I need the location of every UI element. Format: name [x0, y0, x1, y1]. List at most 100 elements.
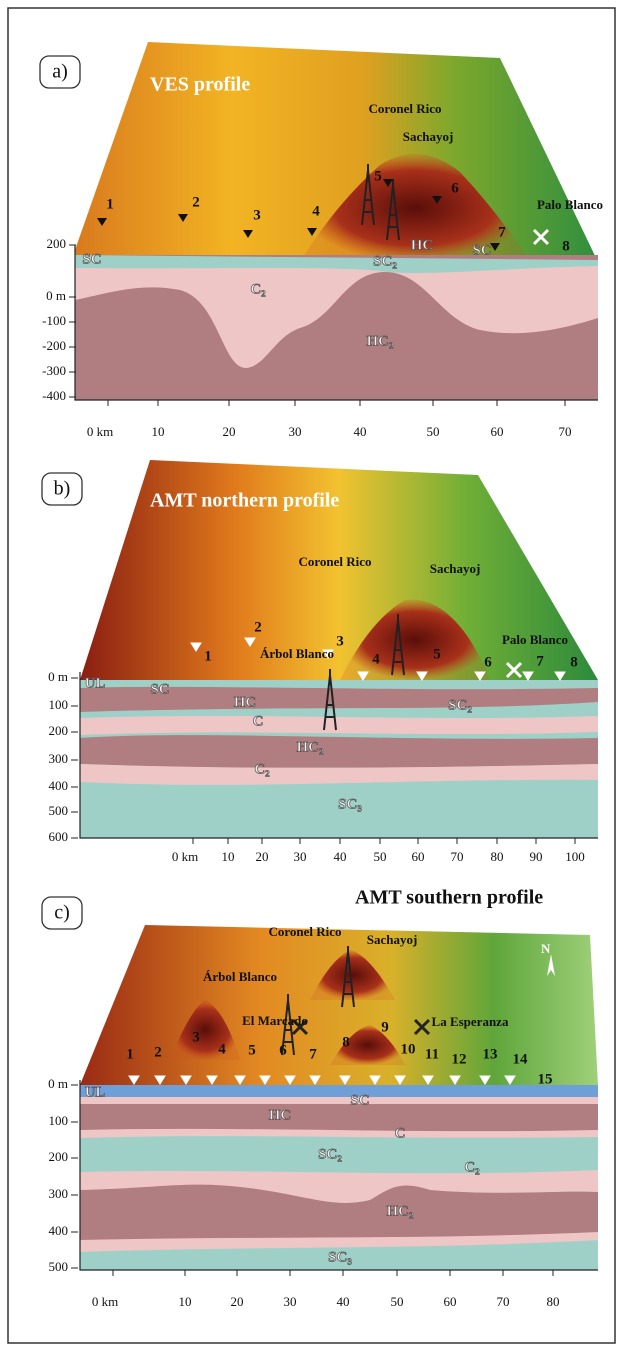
station-label: 14	[513, 1051, 529, 1067]
km-tick-label: 0 km	[172, 849, 198, 864]
station-label: 4	[218, 1041, 226, 1057]
place-name: Coronel Rico	[268, 924, 341, 939]
km-tick-label: 50	[391, 1294, 404, 1309]
station-label: 2	[192, 194, 200, 210]
place-name: Palo Blanco	[537, 197, 603, 212]
panel-title: VES profile	[150, 74, 250, 96]
station-label: 4	[372, 651, 380, 667]
place-name: Sachayoj	[430, 561, 481, 576]
km-tick-label: 50	[374, 849, 387, 864]
layer-label: C	[395, 1125, 406, 1141]
figure: a) VES profile N Coronel Rico Sachayoj Palo B…	[0, 0, 623, 1351]
depth-tick-label: -100	[42, 313, 66, 328]
station-label: 5	[248, 1042, 256, 1058]
km-tick-label: 80	[491, 849, 504, 864]
km-tick-label: 90	[530, 849, 543, 864]
station-label: 6	[451, 180, 459, 196]
layer-label: SC	[350, 1092, 369, 1108]
km-tick-label: 10	[152, 424, 165, 439]
station-label: 15	[538, 1071, 553, 1087]
km-tick-label: 20	[256, 849, 269, 864]
depth-tick-label: 200	[47, 236, 67, 251]
layer-label: HC	[234, 694, 257, 710]
km-tick-label: 50	[427, 424, 440, 439]
km-tick-label: 40	[354, 424, 367, 439]
layer-label: SC₃	[338, 796, 362, 812]
panel-label: c)	[54, 902, 70, 924]
km-tick-label: 60	[491, 424, 504, 439]
layer-label: UL	[85, 675, 106, 691]
station-label: 1	[204, 648, 212, 664]
km-tick-label: 80	[547, 1294, 560, 1309]
station-label: 11	[425, 1046, 439, 1062]
layer-label: SC	[82, 251, 101, 267]
km-tick-label: 30	[284, 1294, 297, 1309]
km-tick-label: 30	[294, 849, 307, 864]
layer-label: SC	[472, 242, 491, 258]
depth-tick-label: 400	[49, 1223, 69, 1238]
depth-tick-label: 500	[49, 803, 69, 818]
km-tick-label: 60	[412, 849, 425, 864]
layer-label: SC₂	[448, 697, 472, 713]
depth-tick-label: 200	[49, 1149, 69, 1164]
panel-title: AMT southern profile	[355, 887, 543, 909]
km-tick-label: 10	[222, 849, 235, 864]
place-name: Palo Blanco	[502, 632, 568, 647]
layer-label: UL	[85, 1084, 106, 1100]
station-label: 8	[562, 238, 570, 254]
layer-label: SC₃	[328, 1249, 352, 1265]
depth-tick-label: 200	[49, 723, 69, 738]
station-label: 7	[536, 653, 544, 669]
station-label: 7	[498, 224, 506, 240]
north-label: N	[541, 499, 551, 514]
km-tick-label: 60	[444, 1294, 457, 1309]
km-tick-label: 30	[289, 424, 302, 439]
station-label: 7	[309, 1046, 317, 1062]
station-label: 9	[381, 1019, 389, 1035]
layer-label: HC₂	[297, 739, 325, 755]
station-label: 13	[483, 1046, 498, 1062]
station-label: 3	[336, 633, 344, 649]
station-label: 3	[253, 207, 261, 223]
layer-label: SC	[150, 681, 169, 697]
depth-tick-label: -400	[42, 388, 66, 403]
panel-label: a)	[52, 61, 68, 83]
station-label: 12	[452, 1051, 467, 1067]
place-name: El Marcado	[242, 1013, 308, 1028]
place-name: Sachayoj	[367, 932, 418, 947]
station-label: 10	[401, 1041, 416, 1057]
depth-tick-label: 400	[49, 778, 69, 793]
layer-hc	[80, 1100, 598, 1134]
layer-label: HC₂	[387, 1203, 415, 1219]
panel-label: b)	[54, 478, 71, 500]
depth-tick-label: 600	[49, 829, 69, 844]
layer-label: SC₂	[318, 1146, 342, 1162]
depth-tick-label: 100	[49, 1113, 69, 1128]
place-name: Sachayoj	[403, 129, 454, 144]
depth-tick-label: -200	[42, 338, 66, 353]
depth-tick-label: 300	[49, 751, 69, 766]
layer-label: HC	[269, 1107, 292, 1123]
depth-tick-label: 500	[49, 1259, 69, 1274]
depth-tick-label: 300	[49, 1186, 69, 1201]
km-tick-label: 0 km	[87, 424, 113, 439]
layer-label: HC	[411, 237, 434, 253]
layer-label: HC₂	[367, 333, 395, 349]
station-label: 3	[192, 1029, 200, 1045]
km-tick-label: 70	[559, 424, 572, 439]
km-tick-label: 40	[337, 1294, 350, 1309]
station-label: 2	[254, 619, 262, 635]
layer-label: C₂	[464, 1159, 480, 1175]
north-label: N	[541, 77, 551, 92]
station-label: 8	[342, 1034, 350, 1050]
station-label: 8	[570, 654, 578, 670]
north-label: N	[541, 941, 551, 956]
km-tick-label: 100	[565, 849, 585, 864]
layer-sc	[80, 1085, 598, 1097]
depth-tick-label: 100	[49, 697, 69, 712]
layer-label: C₂	[254, 761, 270, 777]
station-label: 6	[484, 654, 492, 670]
station-label: 1	[126, 1046, 134, 1062]
station-label: 6	[279, 1042, 287, 1058]
place-name: Árbol Blanco	[260, 646, 334, 661]
